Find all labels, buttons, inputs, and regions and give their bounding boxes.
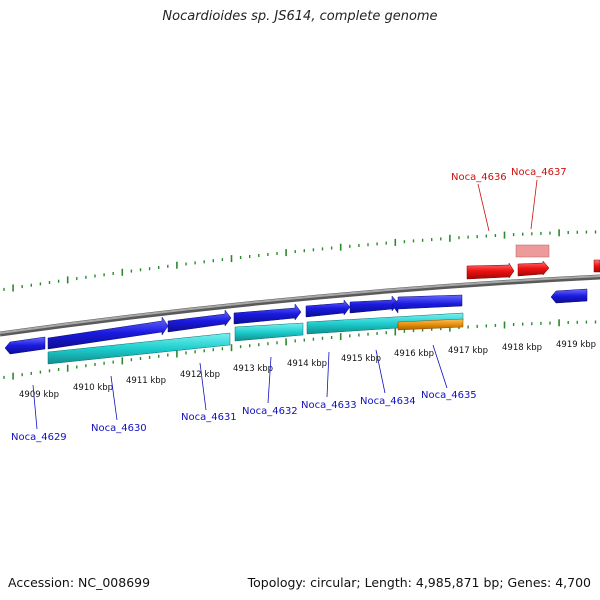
red-feature-edge[interactable] [593, 259, 600, 273]
gene-label[interactable]: Noca_4634 [360, 396, 416, 407]
leader-lines [32, 344, 448, 430]
orange-feature[interactable] [397, 318, 464, 331]
accession-text: Accession: NC_008699 [8, 575, 151, 590]
scale-label: 4914 kbp [287, 359, 327, 369]
gene-label[interactable]: Noca_4637 [511, 167, 567, 178]
gene-arrow-noca-4635[interactable] [391, 294, 463, 314]
gene-labels-bottom: Noca_4629 Noca_4630 Noca_4631 Noca_4632 … [11, 390, 477, 443]
gene-box-noca-4637-faded[interactable] [515, 244, 550, 258]
gene-label[interactable]: Noca_4633 [301, 400, 357, 411]
scale-label: 4917 kbp [448, 346, 488, 356]
scale-label: 4919 kbp [556, 340, 596, 350]
gene-arrow-noca-4630[interactable] [47, 316, 169, 350]
scale-label: 4912 kbp [180, 370, 220, 380]
leader-lines-red [477, 179, 538, 232]
forward-strand-features [47, 294, 463, 350]
scale-label: 4911 kbp [126, 376, 166, 386]
gene-arrow-noca-4632[interactable] [233, 303, 302, 325]
gene-label[interactable]: Noca_4629 [11, 432, 67, 443]
gene-arrow-noca-4634[interactable] [349, 295, 399, 314]
highlighted-features [466, 244, 600, 280]
genome-backbone [0, 274, 600, 337]
scale-label: 4918 kbp [502, 343, 542, 353]
scale-labels: 4909 kbp 4910 kbp 4911 kbp 4912 kbp 4913… [19, 340, 596, 400]
cyan-feature-2[interactable] [234, 322, 304, 342]
genome-summary-text: Topology: circular; Length: 4,985,871 bp… [247, 575, 591, 590]
scale-label: 4916 kbp [394, 349, 434, 359]
scale-label: 4913 kbp [233, 364, 273, 374]
genome-title: Nocardioides sp. JS614, complete genome [162, 9, 438, 24]
gene-arrow-noca-4636[interactable] [466, 262, 515, 280]
gene-arrow-noca-4633[interactable] [305, 299, 351, 318]
gene-label[interactable]: Noca_4631 [181, 412, 237, 423]
gene-label[interactable]: Noca_4636 [451, 172, 507, 183]
reverse-strand-features [4, 288, 588, 355]
gene-label[interactable]: Noca_4632 [242, 406, 298, 417]
gene-label[interactable]: Noca_4635 [421, 390, 477, 401]
gene-arrow-right-edge[interactable] [550, 288, 588, 304]
gene-label[interactable]: Noca_4630 [91, 423, 147, 434]
rna-features [47, 312, 464, 365]
gene-arrow-noca-4631[interactable] [167, 309, 232, 333]
gene-labels-top: Noca_4636 Noca_4637 [451, 167, 567, 183]
gene-arrow-noca-4637[interactable] [517, 260, 550, 277]
upper-tick-ring [3, 229, 597, 292]
scale-label: 4915 kbp [341, 354, 381, 364]
scale-label: 4909 kbp [19, 390, 59, 400]
gene-arrow-noca-4629[interactable] [4, 336, 46, 355]
lower-tick-ring [3, 319, 597, 380]
cyan-feature-1[interactable] [47, 332, 231, 365]
scale-label: 4910 kbp [73, 383, 113, 393]
